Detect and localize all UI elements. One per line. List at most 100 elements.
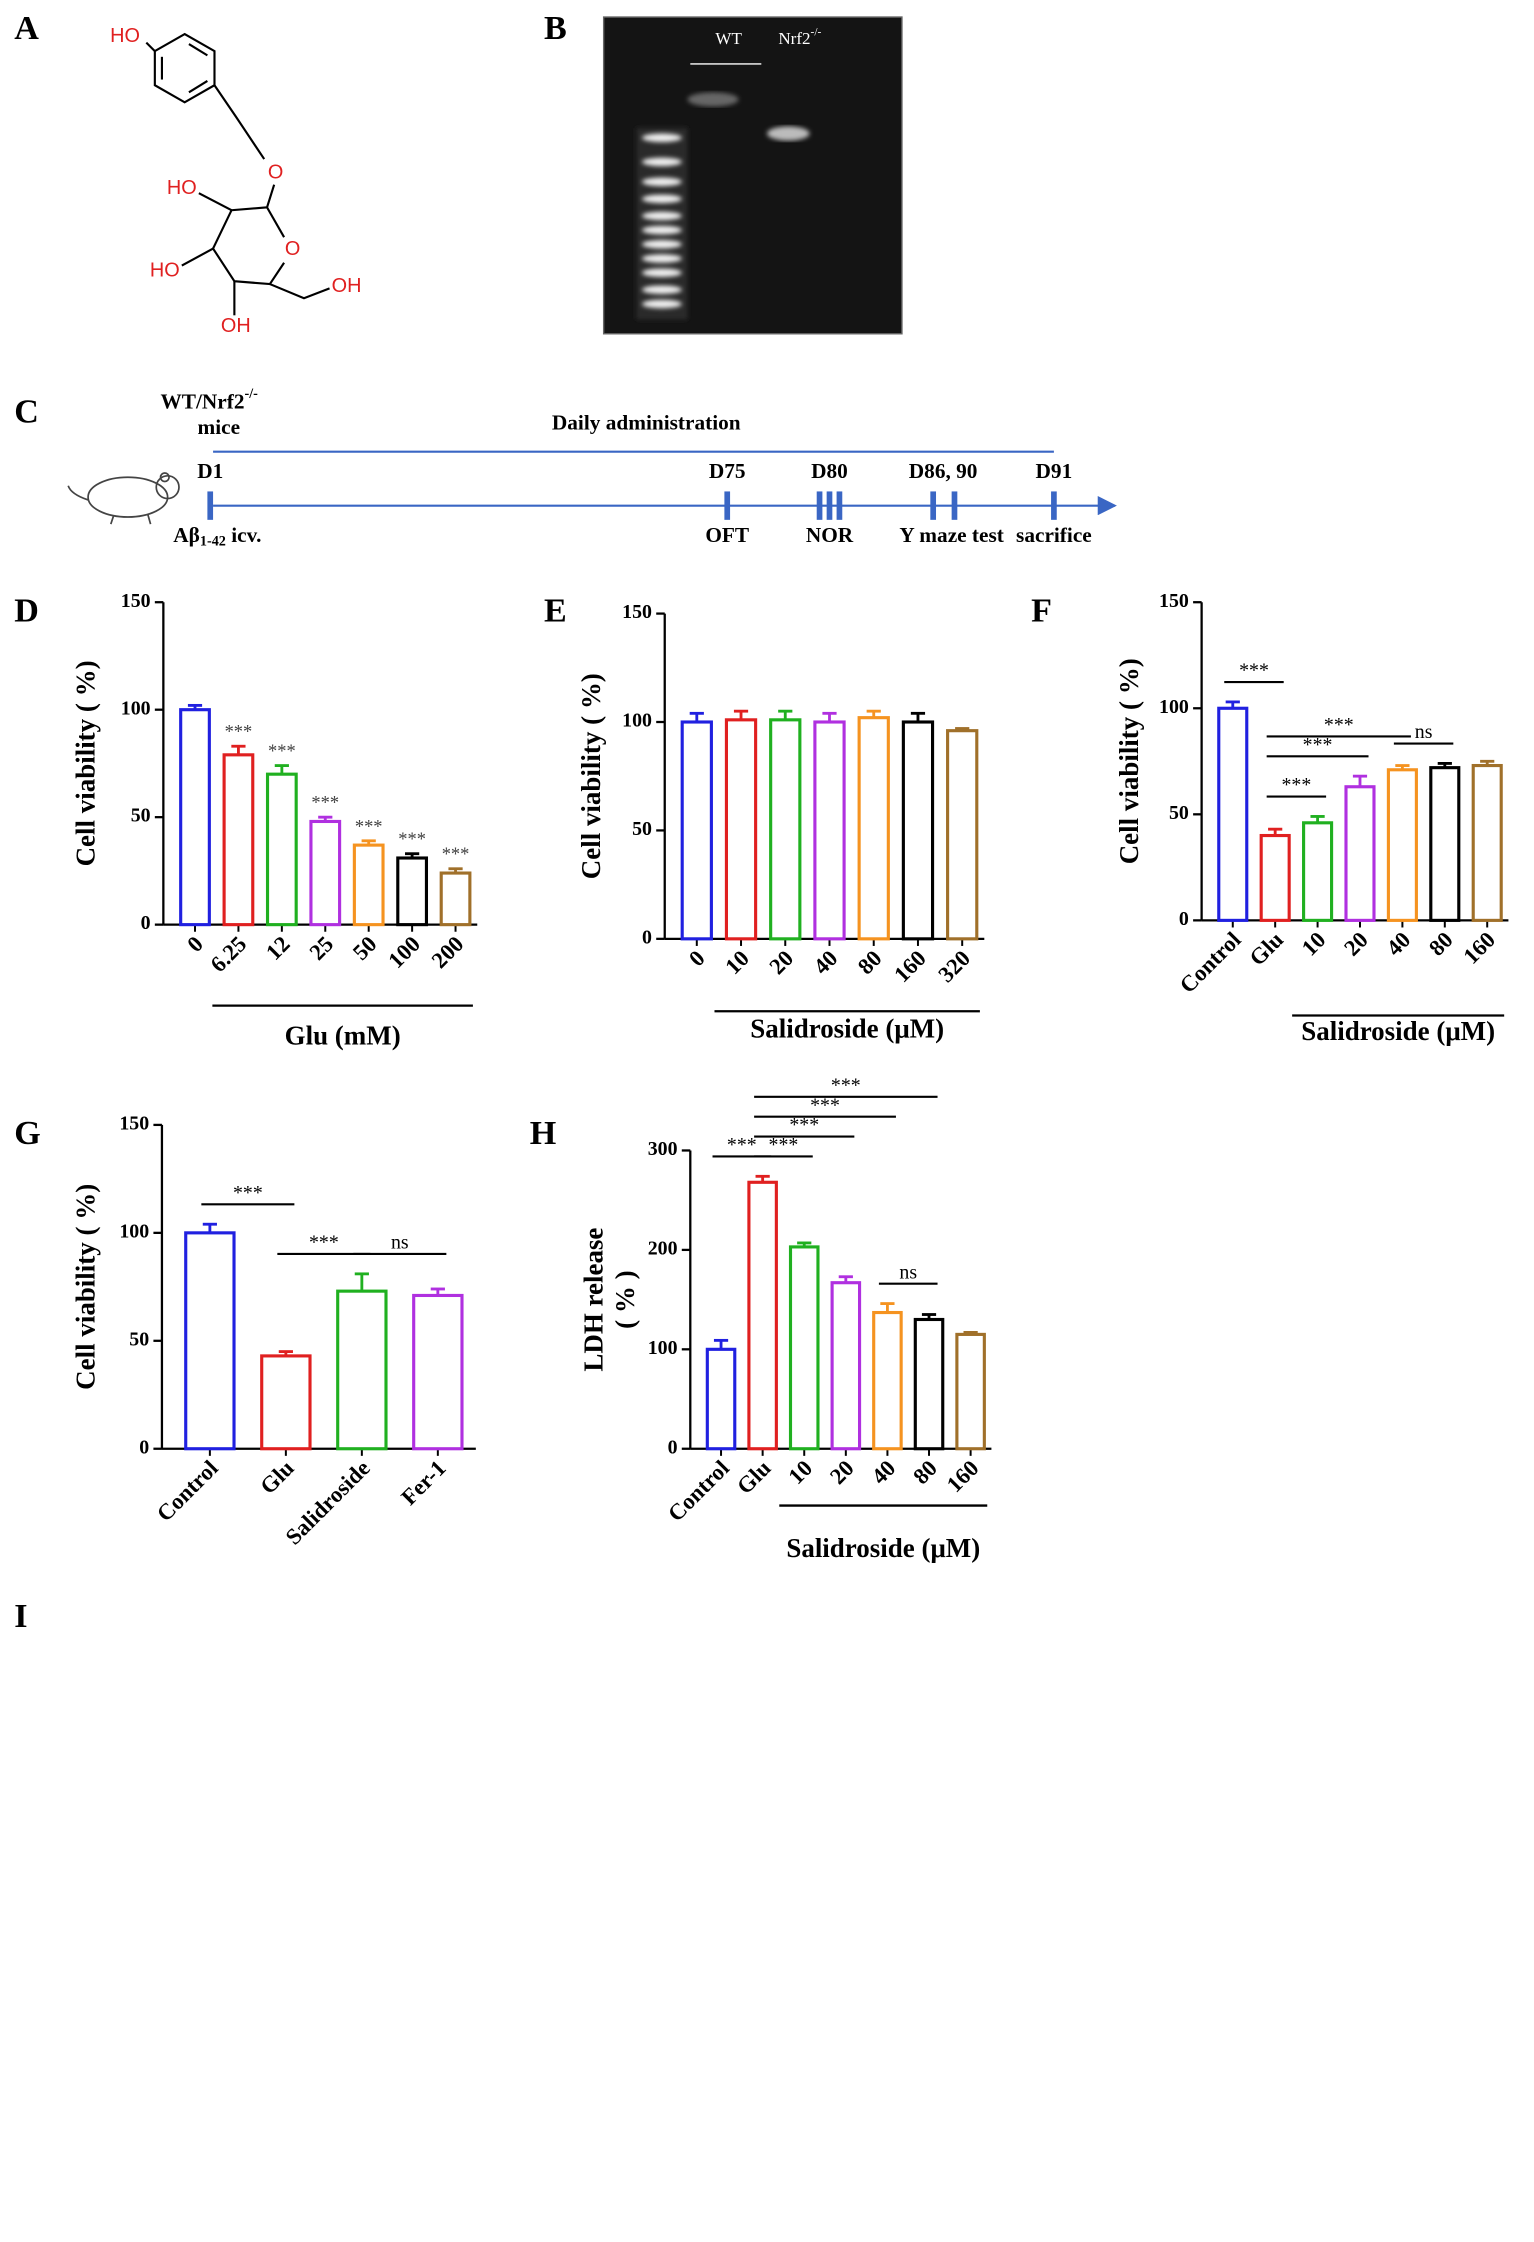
x-tick-label: 10 [783, 1455, 817, 1489]
error-bar [755, 1174, 770, 1183]
time-marks [207, 491, 1057, 520]
x-tick-label: Glu [255, 1455, 299, 1499]
y-axis-label: ( % ) [610, 1270, 640, 1328]
test-label: OFT [705, 523, 749, 547]
band [687, 92, 739, 107]
error-bar [318, 815, 333, 822]
y-axis-label: Cell viability ( %) [70, 660, 100, 866]
bond [266, 206, 286, 238]
x-tick-label: 40 [1382, 927, 1416, 961]
y-tick-label: 100 [1159, 696, 1189, 718]
error-bar [866, 709, 881, 718]
y-tick-label: 200 [648, 1237, 678, 1259]
bond [188, 43, 208, 57]
comparison-label: ns [899, 1261, 917, 1283]
significance-label: *** [225, 722, 253, 742]
bar [747, 1180, 778, 1451]
test-label: NOR [806, 523, 854, 547]
error-bar [1268, 827, 1283, 836]
y-tick-label: 150 [622, 601, 652, 623]
bar [352, 843, 385, 927]
day-label: D75 [709, 459, 746, 483]
x-tick-label: 200 [427, 931, 469, 973]
bar [813, 720, 846, 941]
panel-label: D [14, 592, 39, 629]
x-tick-label: 20 [1339, 927, 1373, 961]
significance-label: *** [311, 793, 339, 813]
error-bar [733, 709, 749, 720]
comparison-label: ns [391, 1232, 409, 1254]
bar [830, 1281, 862, 1451]
error-bar [963, 1330, 978, 1335]
bar [1259, 833, 1291, 922]
error-bar [430, 1287, 445, 1296]
x-tick-label: 160 [1458, 927, 1500, 969]
error-bar [448, 867, 463, 874]
y-axis-label: Cell viability ( %) [576, 673, 606, 879]
error-bar [274, 764, 289, 775]
group-label: WT/Nrf2-/- [161, 386, 259, 413]
x-tick-label: 10 [720, 945, 754, 979]
x-tick-label: 160 [942, 1455, 984, 1497]
error-bar [1437, 762, 1452, 768]
error-bar [689, 711, 704, 723]
comparison-label: *** [1281, 774, 1311, 796]
x-tick-label: Glu [1245, 927, 1289, 971]
x-tick-label: 6.25 [206, 931, 252, 977]
significance-label: *** [442, 844, 470, 864]
x-tick-label: Control [663, 1455, 734, 1526]
bar [857, 716, 890, 941]
x-tick-label: 80 [908, 1455, 942, 1489]
bar [309, 819, 342, 927]
panel-label: F [1031, 592, 1052, 629]
bar [336, 1289, 388, 1451]
error-bar [880, 1302, 895, 1313]
bar [184, 1231, 236, 1451]
x-tick-label: Fer-1 [396, 1455, 451, 1510]
bar [1344, 785, 1376, 922]
lane-label: WT [715, 29, 742, 48]
error-bar [778, 709, 793, 720]
error-bar [1310, 815, 1325, 823]
atom-label: OH [332, 275, 362, 297]
error-bar [921, 1313, 937, 1320]
comparison-label: ns [1415, 721, 1433, 743]
y-tick-label: 0 [1179, 908, 1189, 930]
bar [680, 720, 713, 941]
y-tick-label: 300 [648, 1138, 678, 1160]
gel: WT Nrf2-/- [602, 16, 903, 335]
error-bar [354, 1272, 369, 1292]
error-bar [955, 727, 970, 731]
comparison-label: *** [810, 1094, 840, 1116]
x-tick-label: 40 [809, 945, 843, 979]
error-bar [361, 839, 376, 846]
x-axis-label: Salidroside (μM) [786, 1533, 980, 1563]
atom-label: HO [110, 25, 140, 47]
error-bar [278, 1350, 293, 1356]
panel-label: G [14, 1115, 41, 1152]
panel-label: A [14, 10, 39, 47]
error-bar [713, 1338, 729, 1350]
x-tick-label: 0 [684, 945, 710, 971]
structure [145, 32, 330, 316]
comparison-label: *** [309, 1232, 339, 1254]
lane-label: WT [715, 29, 742, 48]
y-tick-label: 50 [129, 1328, 149, 1350]
bar [1302, 821, 1334, 922]
error-bar [822, 711, 837, 723]
lane-label: Nrf2 [778, 29, 810, 48]
x-tick-label: Control [152, 1455, 223, 1526]
bar [769, 718, 802, 941]
bar [788, 1245, 820, 1451]
period-label: Daily administration [552, 411, 741, 435]
y-tick-label: 0 [668, 1436, 678, 1458]
x-axis-label: Salidroside (μM) [750, 1013, 944, 1043]
bond [188, 80, 208, 94]
bar [1217, 706, 1249, 922]
error-bar [797, 1241, 812, 1247]
x-tick-label: 100 [383, 931, 425, 973]
atom-label: HO [150, 260, 180, 282]
error-bar [1395, 764, 1410, 770]
group-label: mice [197, 415, 240, 439]
